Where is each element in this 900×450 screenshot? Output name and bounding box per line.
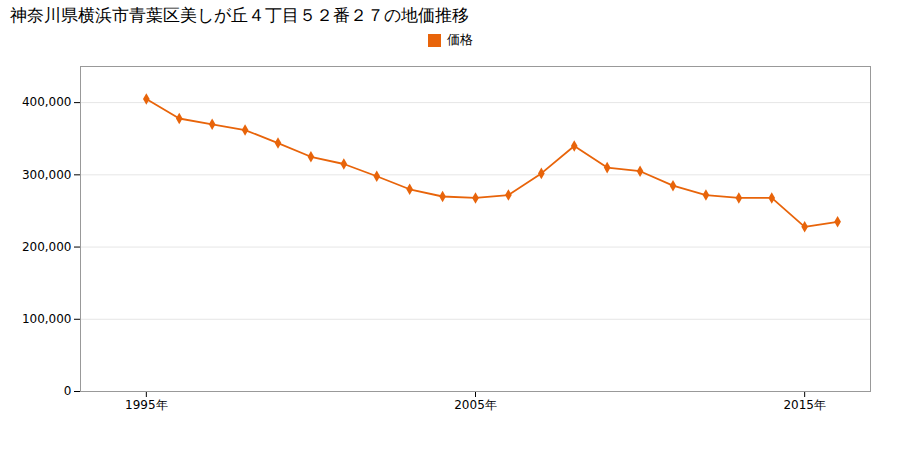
- svg-text:300,000: 300,000: [22, 168, 72, 182]
- svg-text:1995年: 1995年: [125, 398, 168, 412]
- svg-text:400,000: 400,000: [22, 95, 72, 109]
- svg-text:200,000: 200,000: [22, 240, 72, 254]
- svg-text:2015年: 2015年: [783, 398, 826, 412]
- svg-text:2005年: 2005年: [454, 398, 497, 412]
- html-text:神奈川県横浜市青葉区美しが丘４丁目５２番２７の地価推移: 神奈川県横浜市青葉区美しが丘４丁目５２番２７の地価推移: [10, 5, 469, 25]
- html-text:価格: 価格: [446, 32, 473, 47]
- svg-text:100,000: 100,000: [22, 312, 72, 326]
- svg-text:0: 0: [64, 384, 72, 398]
